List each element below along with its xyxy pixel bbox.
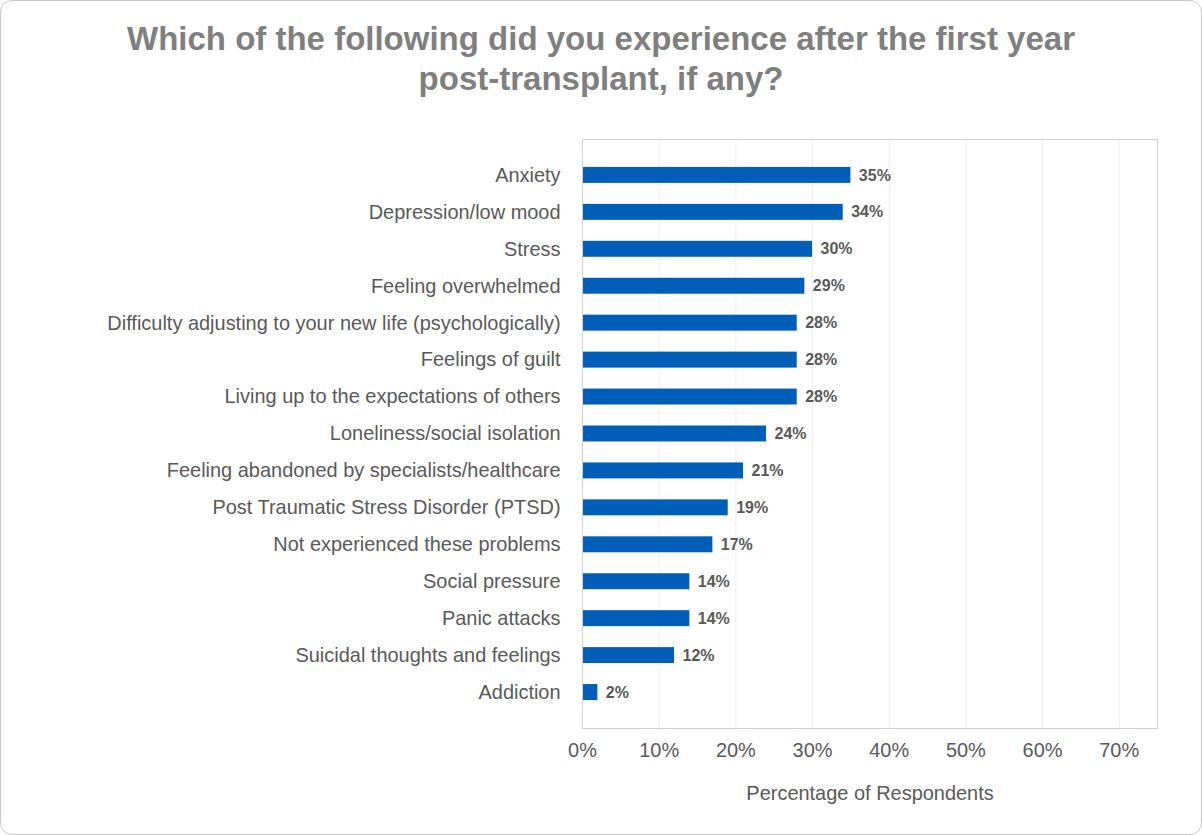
- svg-text:34%: 34%: [851, 203, 883, 220]
- html-text:Which of the following did you: Which of the following did you experienc…: [127, 20, 1075, 97]
- svg-text:Social pressure: Social pressure: [423, 570, 561, 592]
- svg-text:Difficulty adjusting to your n: Difficulty adjusting to your new life (p…: [107, 312, 560, 334]
- svg-text:Loneliness/social isolation: Loneliness/social isolation: [330, 422, 561, 444]
- svg-text:40%: 40%: [869, 739, 909, 761]
- svg-text:Feeling overwhelmed: Feeling overwhelmed: [371, 275, 561, 297]
- svg-text:Not experienced these problems: Not experienced these problems: [273, 533, 560, 555]
- svg-text:24%: 24%: [775, 425, 807, 442]
- svg-text:50%: 50%: [946, 739, 986, 761]
- svg-text:35%: 35%: [859, 167, 891, 184]
- svg-text:Post Traumatic Stress Disorder: Post Traumatic Stress Disorder (PTSD): [212, 496, 560, 518]
- svg-text:Feeling abandoned by specialis: Feeling abandoned by specialists/healthc…: [167, 459, 561, 481]
- svg-text:21%: 21%: [752, 462, 784, 479]
- svg-text:28%: 28%: [805, 388, 837, 405]
- svg-text:Depression/low mood: Depression/low mood: [369, 201, 561, 223]
- svg-text:2%: 2%: [606, 684, 629, 701]
- svg-text:28%: 28%: [805, 314, 837, 331]
- svg-text:28%: 28%: [805, 351, 837, 368]
- svg-text:30%: 30%: [793, 739, 833, 761]
- svg-text:14%: 14%: [698, 610, 730, 627]
- svg-text:Percentage of Respondents: Percentage of Respondents: [746, 782, 993, 804]
- svg-text:Anxiety: Anxiety: [495, 164, 560, 186]
- svg-text:29%: 29%: [813, 277, 845, 294]
- svg-text:Addiction: Addiction: [478, 681, 560, 703]
- svg-text:Living up to the expectations: Living up to the expectations of others: [224, 385, 560, 407]
- svg-text:10%: 10%: [639, 739, 679, 761]
- svg-text:17%: 17%: [721, 536, 753, 553]
- svg-text:14%: 14%: [698, 573, 730, 590]
- svg-text:0%: 0%: [568, 739, 597, 761]
- svg-text:Stress: Stress: [504, 238, 561, 260]
- svg-text:70%: 70%: [1099, 739, 1139, 761]
- svg-text:20%: 20%: [716, 739, 756, 761]
- svg-text:12%: 12%: [683, 647, 715, 664]
- svg-text:Panic attacks: Panic attacks: [442, 607, 561, 629]
- svg-text:Feelings of guilt: Feelings of guilt: [421, 348, 561, 370]
- svg-text:Suicidal thoughts and feelings: Suicidal thoughts and feelings: [295, 644, 560, 666]
- svg-text:19%: 19%: [736, 499, 768, 516]
- svg-text:60%: 60%: [1023, 739, 1063, 761]
- svg-text:30%: 30%: [821, 240, 853, 257]
